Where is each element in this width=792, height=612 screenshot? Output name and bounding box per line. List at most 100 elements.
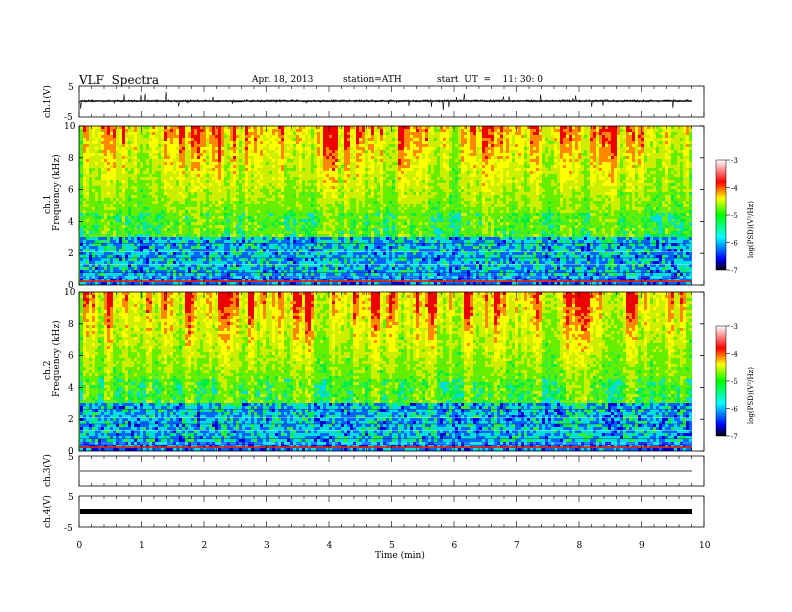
- ch1-spec-cell: [176, 180, 179, 183]
- ch1-spec-cell: [185, 183, 188, 186]
- ch1-spec-cell: [284, 252, 287, 255]
- ch1-spec-cell: [323, 192, 326, 195]
- ch1-spec-cell: [173, 258, 176, 261]
- ch1-spec-cell: [152, 141, 155, 144]
- ch1-spec-cell: [263, 150, 266, 153]
- ch1-spec-cell: [227, 282, 230, 285]
- ch1-spec-cell: [314, 177, 317, 180]
- ch1-spec-cell: [131, 198, 134, 201]
- ch1-spec-cell: [377, 183, 380, 186]
- ch1-spec-cell: [221, 222, 224, 225]
- ch1-spec-cell: [260, 201, 263, 204]
- ch1-spec-cell: [344, 159, 347, 162]
- ch1-spec-cell: [125, 189, 128, 192]
- ch1-spec-cell: [299, 132, 302, 135]
- ch1-spec-cell: [146, 141, 149, 144]
- ch1-spec-cell: [137, 222, 140, 225]
- ch1-spec-cell: [104, 165, 107, 168]
- ch1-spec-cell: [278, 210, 281, 213]
- ch1-spec-cell: [125, 201, 128, 204]
- ch1-spec-cell: [227, 210, 230, 213]
- ch1-spec-cell: [332, 144, 335, 147]
- ch1-spec-cell: [179, 234, 182, 237]
- ch1-spec-cell: [191, 282, 194, 285]
- ch1-spec-cell: [368, 225, 371, 228]
- ch1-spec-cell: [335, 198, 338, 201]
- ch1-spec-cell: [233, 231, 236, 234]
- ch1-spec-cell: [221, 150, 224, 153]
- ch1-spec-cell: [182, 147, 185, 150]
- ch1-spec-cell: [338, 207, 341, 210]
- ch1-spec-cell: [338, 225, 341, 228]
- ch1-spec-cell: [362, 186, 365, 189]
- ch1-spec-cell: [170, 144, 173, 147]
- ch1-spec-cell: [200, 183, 203, 186]
- ch1-spec-cell: [185, 126, 188, 129]
- ch1-spec-cell: [167, 138, 170, 141]
- ch1-spec-cell: [164, 147, 167, 150]
- ch1-spec-cell: [326, 189, 329, 192]
- ch1-spec-cell: [116, 150, 119, 153]
- ch1-spec-cell: [122, 219, 125, 222]
- ch1-spec-cell: [149, 273, 152, 276]
- ch1-spec-cell: [269, 162, 272, 165]
- ch1-spec-cell: [251, 273, 254, 276]
- ch1-spec-cell: [347, 252, 350, 255]
- ch1-spec-cell: [248, 273, 251, 276]
- ch1-spec-cell: [197, 132, 200, 135]
- ch1-spec-cell: [191, 138, 194, 141]
- ch1-spec-cell: [323, 246, 326, 249]
- ch1-spec-cell: [230, 261, 233, 264]
- ch1-spec-cell: [206, 180, 209, 183]
- ch1-spec-cell: [137, 243, 140, 246]
- ch1-spec-cell: [176, 207, 179, 210]
- ch1-spec-cell: [110, 171, 113, 174]
- ch1-spec-cell: [284, 141, 287, 144]
- ch1-spec-cell: [377, 246, 380, 249]
- ch1-spec-cell: [149, 186, 152, 189]
- ch1-spec-cell: [371, 207, 374, 210]
- ch1-spec-cell: [320, 153, 323, 156]
- ch1-spec-cell: [134, 162, 137, 165]
- ch1-spec-cell: [80, 207, 83, 210]
- ch1-spec-cell: [290, 171, 293, 174]
- ch1-spec-cell: [371, 198, 374, 201]
- ch1-spec-cell: [350, 264, 353, 267]
- ch1-spec-cell: [269, 195, 272, 198]
- ch1-spec-cell: [170, 186, 173, 189]
- ch1-spec-cell: [221, 234, 224, 237]
- ch1-spec-cell: [254, 225, 257, 228]
- ch1-spec-cell: [116, 129, 119, 132]
- ch1-spec-cell: [266, 129, 269, 132]
- ch1-spec-cell: [152, 267, 155, 270]
- ch1-spec-cell: [371, 132, 374, 135]
- ch1-spec-cell: [260, 252, 263, 255]
- ch1-spec-cell: [176, 144, 179, 147]
- ch1-spec-cell: [329, 216, 332, 219]
- ch1-spec-cell: [323, 159, 326, 162]
- ch1-spec-cell: [305, 258, 308, 261]
- ch1-spec-cell: [320, 147, 323, 150]
- ch1-spec-cell: [302, 228, 305, 231]
- ch1-spec-cell: [359, 225, 362, 228]
- ch1-spec-cell: [86, 219, 89, 222]
- ch1-spec-cell: [98, 207, 101, 210]
- ch1-spec-cell: [173, 174, 176, 177]
- ch1-spec-cell: [185, 141, 188, 144]
- ch1-spec-cell: [338, 174, 341, 177]
- ch1-spec-cell: [338, 270, 341, 273]
- ch1-spec-cell: [167, 165, 170, 168]
- ch1-spec-cell: [341, 195, 344, 198]
- ch1-spec-cell: [122, 231, 125, 234]
- ch1-spec-cell: [104, 255, 107, 258]
- ch1-spec-cell: [104, 204, 107, 207]
- ch1-spec-cell: [338, 159, 341, 162]
- ch1-spec-cell: [185, 207, 188, 210]
- ch1-spec-cell: [245, 135, 248, 138]
- ch1-spec-cell: [263, 129, 266, 132]
- ch1-spec-cell: [266, 258, 269, 261]
- ch1-spec-cell: [284, 240, 287, 243]
- ch1-spec-cell: [263, 144, 266, 147]
- ch1-spec-cell: [104, 168, 107, 171]
- ch1-spec-cell: [116, 201, 119, 204]
